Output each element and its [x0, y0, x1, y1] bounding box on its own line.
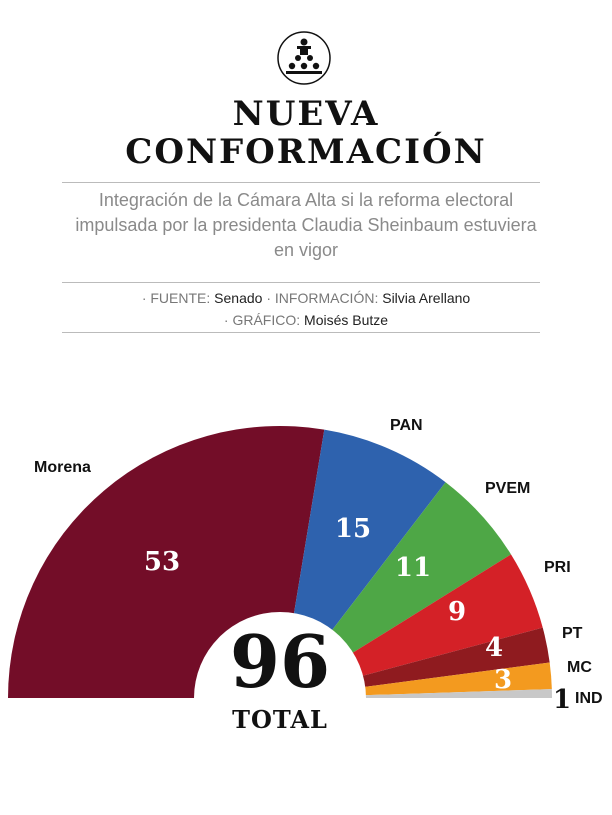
category-label-pan: PAN	[390, 417, 423, 434]
divider	[62, 332, 540, 333]
parliament-podium-icon	[277, 31, 331, 85]
category-label-pri: PRI	[544, 559, 571, 576]
value-label-morena: 53	[144, 547, 180, 577]
divider	[62, 282, 540, 283]
source-key: · FUENTE:	[141, 290, 211, 306]
value-label-pt: 4	[485, 633, 503, 663]
subtitle: Integración de la Cámara Alta si la refo…	[75, 190, 537, 260]
source-value: Senado	[214, 290, 263, 306]
info-key: · INFORMACIÓN:	[266, 290, 379, 306]
value-label-pvem: 11	[395, 553, 431, 583]
title-line-2: CONFORMACIÓN	[125, 132, 487, 172]
info-value: Silvia Arellano	[382, 290, 471, 306]
graphic-value: Moisés Butze	[304, 312, 389, 328]
value-label-mc: 3	[494, 665, 512, 695]
title-line-1: NUEVA	[232, 94, 380, 134]
graphic-key: · GRÁFICO:	[223, 312, 301, 328]
value-label-ind: 1	[553, 685, 571, 715]
category-label-pvem: PVEM	[485, 480, 530, 497]
total-value: 96	[229, 619, 331, 704]
credits: · FUENTE: Senado · INFORMACIÓN: Silvia A…	[0, 287, 612, 331]
total-label: TOTAL	[232, 705, 328, 734]
baseline-mask	[0, 698, 612, 815]
category-label-pt: PT	[562, 625, 583, 642]
category-label-morena: Morena	[34, 459, 91, 476]
value-label-pri: 9	[448, 597, 466, 627]
category-label-ind: IND	[575, 690, 603, 707]
category-label-mc: MC	[567, 659, 592, 676]
value-label-pan: 15	[335, 514, 371, 544]
divider	[62, 182, 540, 183]
